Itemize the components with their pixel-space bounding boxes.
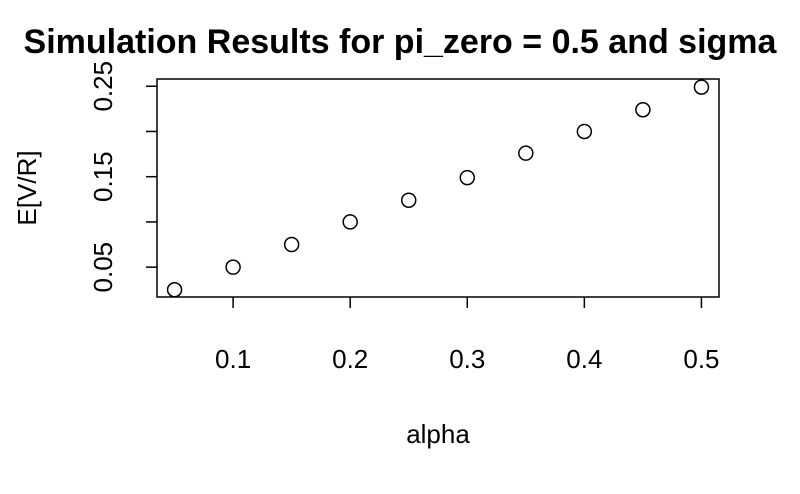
data-point <box>576 123 593 140</box>
chart-title: Simulation Results for pi_zero = 0.5 and… <box>24 23 778 61</box>
data-point <box>518 145 534 161</box>
y-axis-label: E[V/R] <box>12 150 42 225</box>
x-axis-label: alpha <box>406 419 470 449</box>
plot-frame <box>156 78 720 298</box>
data-point <box>635 102 651 118</box>
data-point <box>283 236 300 253</box>
y-tick-label: 0.25 <box>88 61 118 112</box>
y-axis: 0.05 0.15 0.25 <box>88 61 157 293</box>
data-point <box>693 79 710 95</box>
data-point <box>166 282 183 298</box>
x-tick-label: 0.2 <box>332 344 368 374</box>
x-axis: 0.1 0.2 0.3 0.4 0.5 <box>215 297 720 374</box>
data-point <box>225 259 241 275</box>
x-tick-label: 0.3 <box>449 344 485 374</box>
data-point <box>459 169 476 186</box>
x-tick-label: 0.1 <box>215 344 251 374</box>
x-tick-label: 0.4 <box>566 344 602 374</box>
data-point <box>342 214 358 230</box>
y-tick-label: 0.05 <box>88 242 118 293</box>
data-points <box>166 79 710 298</box>
y-tick-label: 0.15 <box>88 151 118 202</box>
data-point <box>400 192 417 208</box>
x-tick-label: 0.5 <box>683 344 719 374</box>
